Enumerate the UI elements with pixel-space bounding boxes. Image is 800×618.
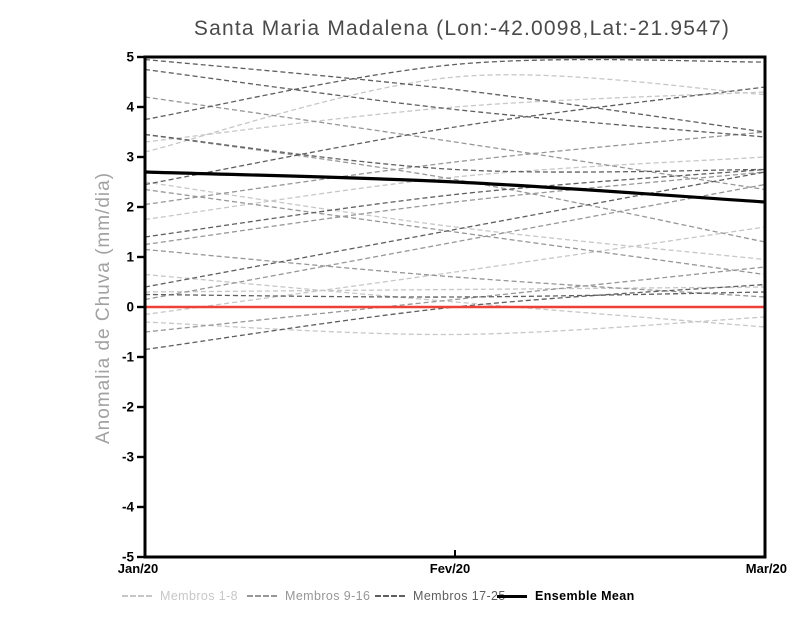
y-tick-label: 5: [126, 50, 134, 65]
solid-line-swatch: [497, 594, 527, 598]
ensemble-member-line: [145, 188, 765, 276]
ensemble-member-line: [145, 316, 765, 336]
y-tick-label: 0: [126, 300, 134, 315]
ensemble-member-line: [145, 291, 765, 298]
ensemble-member-line: [145, 286, 765, 293]
legend-item-membros-17-25: Membros 17-25: [375, 589, 506, 603]
y-tick-label: 4: [126, 100, 134, 115]
ensemble-member-line: [145, 181, 765, 261]
ensemble-member-line: [145, 133, 765, 243]
dashed-line-swatch: [247, 595, 277, 597]
ensemble-member-line: [145, 168, 765, 238]
ensemble-member-line: [145, 266, 765, 333]
y-tick-label: -2: [122, 400, 134, 415]
y-tick-label: -5: [122, 550, 134, 565]
x-tick-label: Jan/20: [118, 561, 158, 576]
y-tick-label: -1: [122, 350, 134, 365]
ensemble-member-line: [145, 248, 765, 298]
legend-item-membros-1-8: Membros 1-8: [122, 589, 238, 603]
ensemble-member-line: [145, 74, 765, 153]
legend-label: Membros 1-8: [160, 589, 239, 603]
ensemble-member-line: [145, 58, 765, 133]
ensemble-mean-line: [145, 170, 765, 204]
x-tick-label: Mar/20: [746, 561, 787, 576]
series-layer: [145, 58, 765, 351]
ensemble-member-line: [145, 171, 765, 288]
x-tick-label: Fev/20: [430, 561, 470, 576]
legend-item-ensemble-mean: Ensemble Mean: [497, 589, 635, 603]
legend-label: Ensemble Mean: [535, 589, 635, 603]
y-tick-label: -4: [122, 500, 134, 515]
ensemble-member-line: [145, 156, 765, 221]
ensemble-member-line: [145, 171, 765, 246]
chart-title: Santa Maria Madalena (Lon:-42.0098,Lat:-…: [193, 17, 731, 40]
legend-label: Membros 17-25: [413, 589, 506, 603]
ensemble-member-line: [145, 68, 765, 138]
dashed-line-swatch: [122, 595, 152, 597]
ensemble-member-line: [145, 226, 765, 316]
legend-item-membros-9-16: Membros 9-16: [247, 589, 370, 603]
ensemble-member-line: [145, 283, 765, 351]
ensemble-member-line: [145, 96, 765, 191]
legend-label: Membros 9-16: [285, 589, 371, 603]
y-tick-label: -3: [122, 450, 134, 465]
y-tick-label: 1: [126, 250, 134, 265]
ensemble-member-line: [145, 133, 765, 173]
y-tick-label: 3: [126, 150, 134, 165]
ensemble-member-line: [145, 273, 765, 328]
ensemble-member-line: [145, 131, 765, 206]
dashed-line-swatch: [375, 595, 405, 597]
ensemble-member-line: [145, 58, 765, 121]
ensemble-member-line: [145, 91, 765, 143]
ensemble-member-line: [145, 86, 765, 186]
y-tick-label: 2: [126, 200, 134, 215]
